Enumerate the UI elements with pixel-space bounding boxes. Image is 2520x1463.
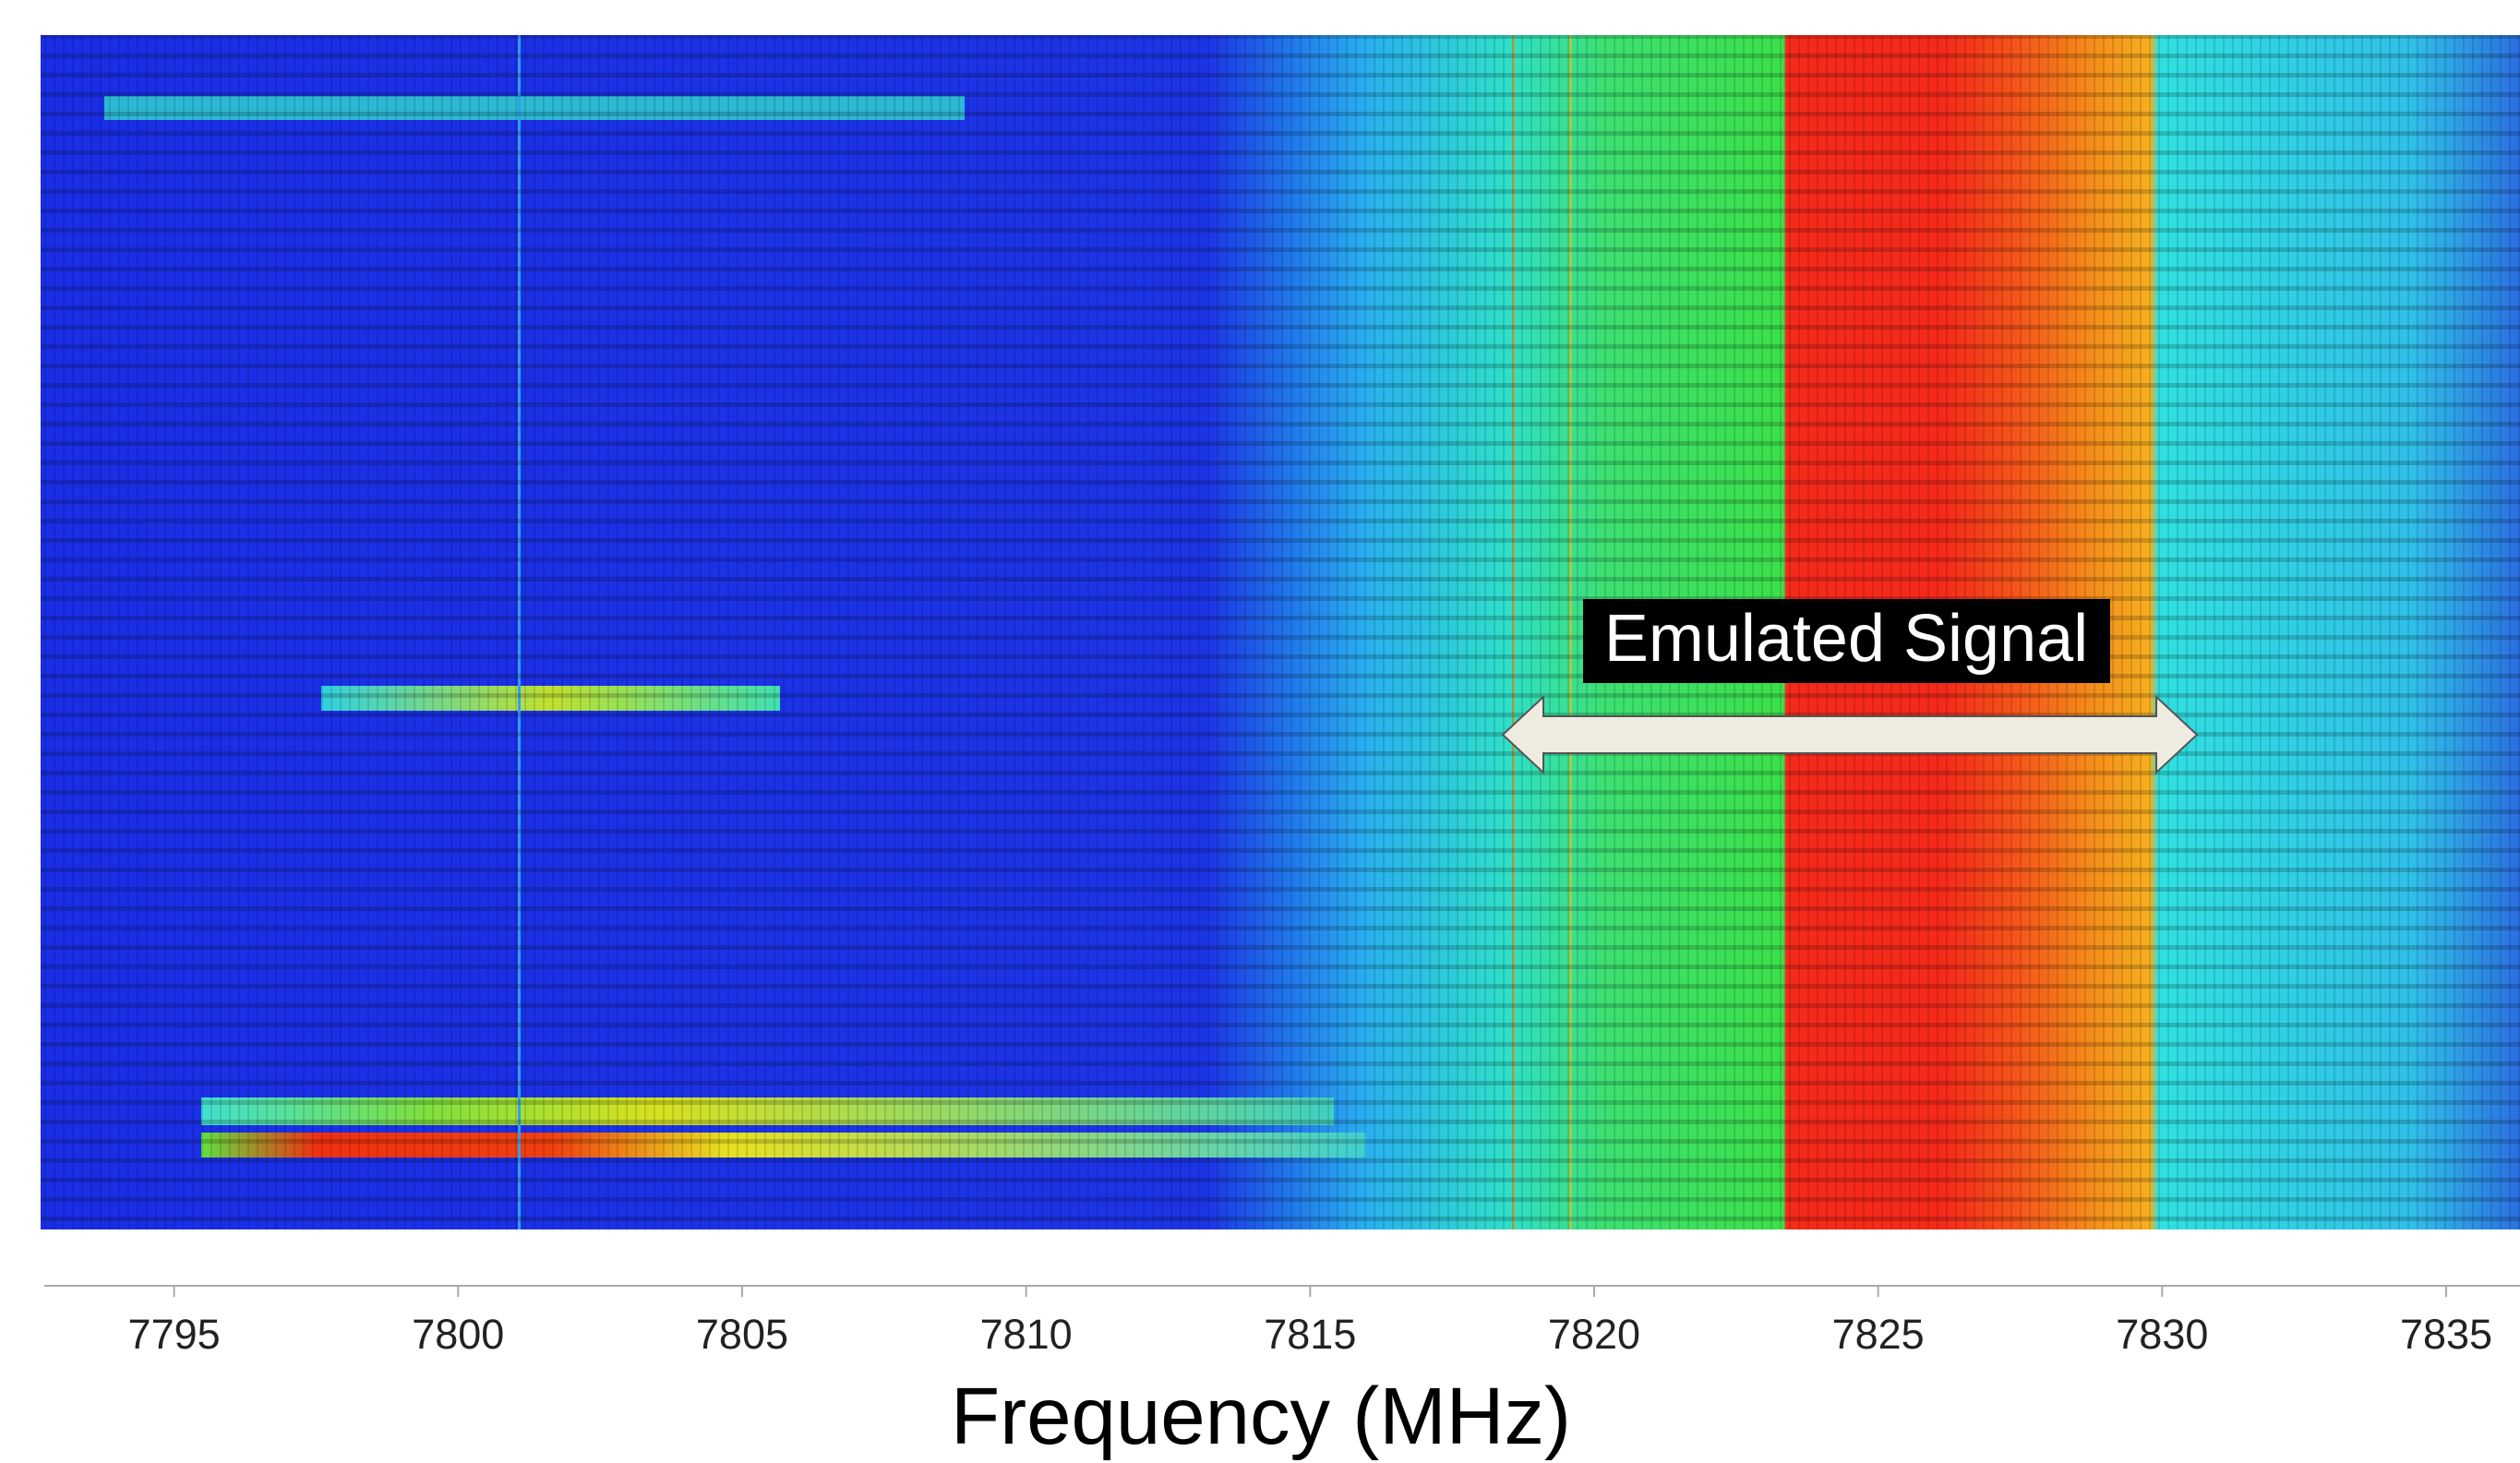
waterfall	[41, 35, 2520, 1229]
row-texture	[41, 35, 2520, 1229]
span-arrow	[1501, 694, 2199, 775]
x-tick-label: 7830	[2116, 1311, 2208, 1358]
x-tick-label: 7795	[128, 1311, 221, 1358]
x-tick-label: 7815	[1264, 1311, 1356, 1358]
x-tick-label: 7820	[1548, 1311, 1640, 1358]
annotation-box	[1583, 599, 2110, 683]
x-axis-title: Frequency (MHz)	[951, 1372, 1571, 1461]
x-tick-label: 7835	[2400, 1311, 2492, 1358]
x-tick-label: 7800	[412, 1311, 504, 1358]
annotation-text: Emulated Signal	[1604, 602, 2088, 676]
x-tick-label: 7825	[1832, 1311, 1925, 1358]
x-tick-label: 7810	[980, 1311, 1073, 1358]
x-tick-label: 7805	[696, 1311, 788, 1358]
x-ticks: 7795 7800 7805 7810 7815 7820 7825 7830 7835	[128, 1286, 2492, 1358]
annotation: Emulated Signal	[1501, 599, 2199, 775]
